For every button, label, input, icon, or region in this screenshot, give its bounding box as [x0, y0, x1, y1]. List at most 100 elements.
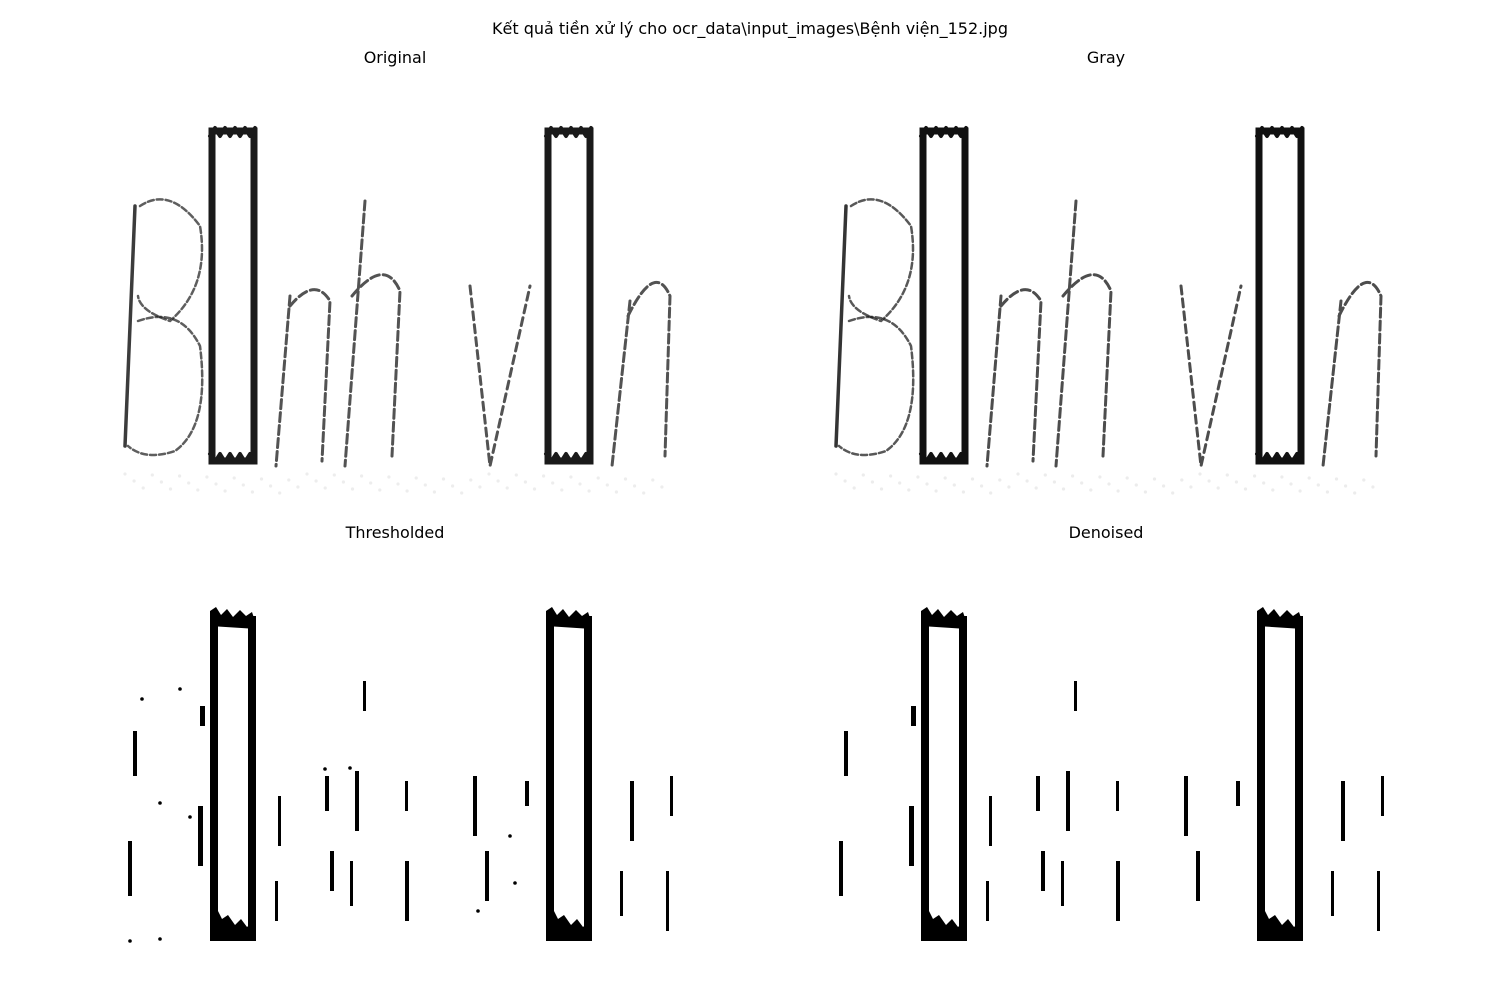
stroke-fragment [1066, 771, 1070, 831]
block-1-bottom [921, 911, 967, 941]
noise-dot [916, 475, 920, 479]
noise-dot [523, 480, 527, 484]
stroke-fragment [1074, 681, 1077, 711]
noise-dot [596, 476, 600, 480]
noise-dot [934, 489, 938, 493]
noise-dot [508, 834, 512, 838]
stroke-fragment [670, 776, 673, 816]
noise-dot [569, 475, 573, 479]
letter-n-1 [274, 288, 332, 468]
noise-dot [278, 491, 282, 495]
stroke-fragment [330, 851, 334, 891]
noise-dot [1125, 476, 1129, 480]
noise-dot [1116, 489, 1120, 493]
noise-dot [970, 477, 975, 481]
noise-dot [952, 483, 956, 487]
noise-dot [460, 491, 464, 495]
stroke-fragment [473, 776, 477, 836]
noise-dot [348, 766, 352, 770]
noise-dot [432, 490, 436, 494]
noise-dot [1180, 478, 1184, 482]
panel-gray: Gray [811, 46, 1401, 516]
noise-dot [1052, 480, 1056, 484]
block-2-top-edge [544, 126, 593, 138]
block-1-top [210, 607, 256, 629]
panel-title-original: Original [363, 48, 427, 67]
noise-dot [1344, 484, 1348, 488]
noise-dot [925, 482, 929, 486]
stroke-fragment [278, 796, 281, 846]
noise-dot [633, 484, 637, 488]
noise-dot [587, 489, 591, 493]
noise-dot [605, 483, 609, 487]
noise-dot [1152, 477, 1157, 481]
noise-dot [414, 476, 418, 480]
noise-dot [898, 481, 902, 485]
noise-dot [378, 488, 382, 492]
noise-dot [223, 489, 227, 493]
noise-dot [487, 472, 491, 476]
image-gray [834, 126, 1383, 495]
letter-v [1179, 284, 1243, 468]
stroke-fragment [1041, 851, 1045, 891]
noise-dot [178, 687, 182, 691]
noise-dot [123, 472, 127, 476]
noise-dot [551, 481, 555, 485]
noise-dot [614, 490, 619, 494]
stroke-fragment [325, 776, 329, 811]
noise-dot [140, 697, 144, 701]
noise-dot [141, 486, 145, 490]
noise-dot [1171, 491, 1175, 495]
block-2-right [1295, 616, 1303, 931]
block-1-top-edge [919, 126, 968, 138]
noise-dot [532, 487, 537, 491]
panel-title-gray: Gray [1086, 48, 1126, 67]
noise-dot [1298, 489, 1302, 493]
noise-dot [178, 474, 182, 478]
stroke-fragment [1236, 781, 1240, 806]
noise-dot [187, 481, 191, 485]
letter-h [1054, 199, 1113, 468]
binary-strokes [839, 607, 1384, 941]
noise-dot [1234, 480, 1238, 484]
block-1-top [921, 607, 967, 629]
noise-dot [241, 483, 245, 487]
noise-dot [478, 485, 482, 489]
noise-dot [369, 481, 373, 485]
noise-dot [623, 477, 628, 481]
block-2-bottom-edge [1255, 452, 1304, 464]
noise-dot [205, 475, 209, 479]
noise-dot [1043, 473, 1047, 477]
block-2-right [584, 616, 592, 931]
block-2-left [546, 616, 554, 931]
word-strokes [834, 126, 1383, 495]
noise-dot [889, 474, 893, 478]
noise-dot [1280, 475, 1284, 479]
noise-dot [998, 478, 1002, 482]
block-2 [544, 127, 594, 465]
block-1 [208, 127, 258, 465]
stroke-fragment [363, 681, 366, 711]
noise-dot [314, 479, 318, 483]
stroke-fragment [355, 771, 359, 831]
noise-dot [150, 473, 154, 477]
noise-dot [1325, 490, 1329, 494]
stroke-fragment [128, 841, 132, 896]
block-2-top-edge [1255, 126, 1304, 138]
block-1-bottom-edge [919, 452, 968, 464]
noise-dot [296, 485, 300, 489]
noise-dot [879, 487, 884, 491]
block-1 [919, 127, 969, 465]
letter-b-lower [837, 315, 915, 457]
stroke-fragment [989, 796, 992, 846]
noise-dot [496, 479, 500, 483]
noise-dot [961, 490, 965, 494]
noise-dot [305, 472, 309, 476]
stroke-fragment [1116, 861, 1120, 921]
noise-dot [943, 476, 947, 480]
noise-dot [542, 474, 546, 478]
noise-dot [852, 486, 856, 490]
block-2-top [546, 607, 592, 629]
image-original [123, 126, 672, 495]
letter-b-lower [126, 315, 204, 457]
